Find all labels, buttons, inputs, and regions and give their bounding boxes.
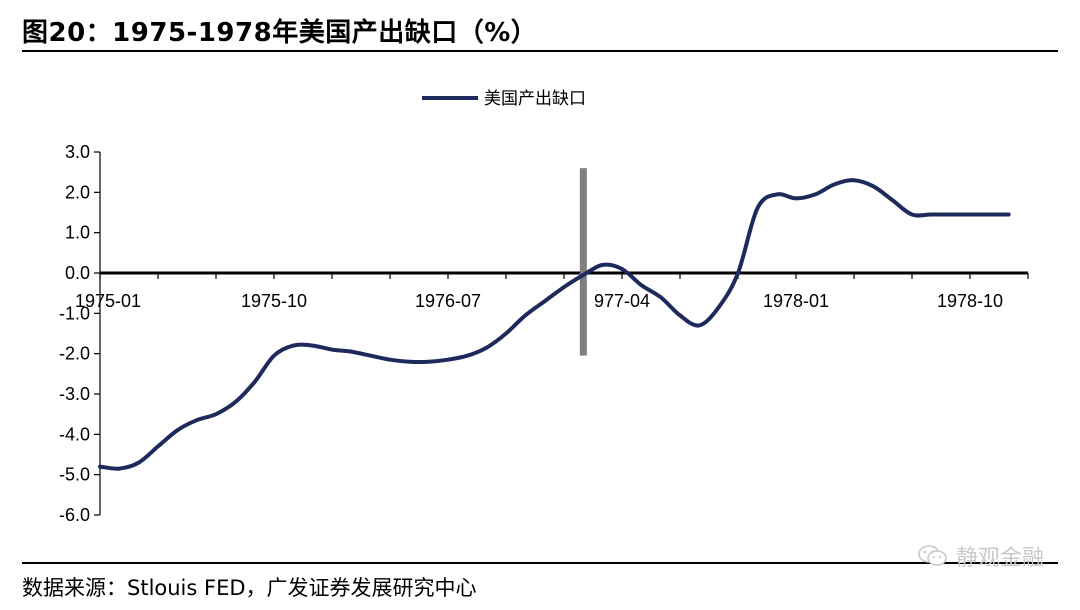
series-line-output-gap [98,178,1011,471]
y-tick-label: -5.0 [59,465,90,485]
y-tick-label: -2.0 [59,344,90,364]
watermark-text: 静观金融 [955,546,1044,571]
y-tick-label: 1.0 [65,223,90,243]
y-tick-label: 2.0 [65,182,90,202]
y-tick-label: -3.0 [59,384,90,404]
x-tick-label: 1978-01 [763,291,829,311]
y-tick-label: 0.0 [65,263,90,283]
title-rule [22,50,1058,52]
x-tick-label: 977-04 [594,291,650,311]
y-tick-label: -1.0 [59,303,90,323]
y-tick-label: -4.0 [59,424,90,444]
wechat-icon [918,545,947,566]
x-tick-label: 1975-10 [241,291,307,311]
y-tick-label: 3.0 [65,142,90,162]
y-tick-label: -6.0 [59,505,90,525]
legend-label: 美国产出缺口 [484,89,586,109]
x-tick-label: 1978-10 [937,291,1003,311]
x-tick-label: 1976-07 [415,291,481,311]
watermark: 静观金融 [918,540,1044,572]
source-rule [22,562,1058,564]
figure-title: 图20：1975-1978年美国产出缺口（%） [22,18,538,48]
x-tick-label: 1975-01 [75,291,141,311]
source-note: 数据来源：Stlouis FED，广发证券发展研究中心 [22,576,477,600]
